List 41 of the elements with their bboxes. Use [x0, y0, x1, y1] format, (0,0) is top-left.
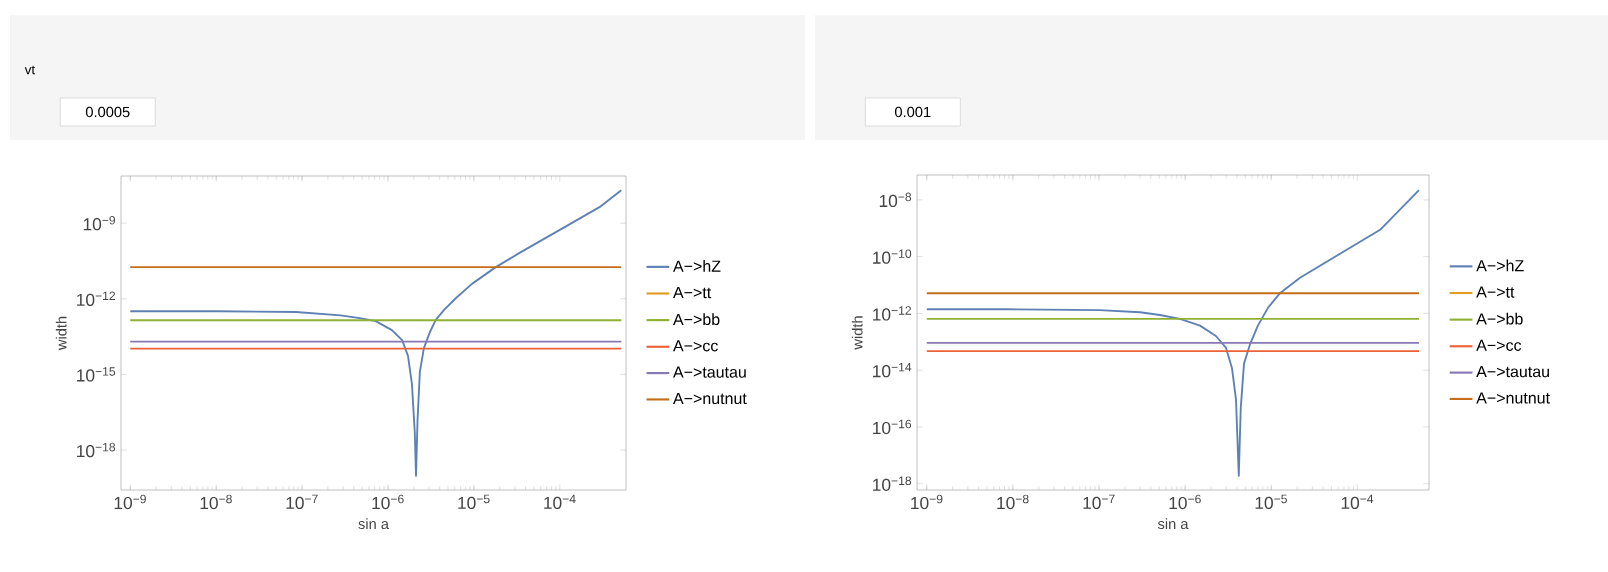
y-tick-label: 10$^{−10}$: [873, 249, 912, 264]
x-tick-label: 10$^{−8}$: [200, 494, 232, 510]
text: vt: [24, 65, 35, 75]
legend-label: A−>tautau: [673, 366, 746, 378]
x-tick-label: 10$^{−7}$: [1083, 494, 1115, 510]
y-tick-label: 10$^{−8}$: [879, 192, 912, 208]
x-tick-label: 10$^{−7}$: [286, 494, 318, 510]
y-tick-label: 10$^{−14}$: [873, 363, 912, 378]
x-axis-title: sin a: [358, 518, 389, 530]
y-axis-title: width: [55, 316, 67, 351]
legend-label: A−>tt: [1476, 286, 1515, 298]
x-tick-label: 10$^{−6}$: [372, 494, 404, 510]
legend-label: A−>bb: [1476, 312, 1523, 325]
y-tick-label: 10$^{−12}$: [77, 291, 115, 306]
x-tick-label: 10$^{−9}$: [911, 494, 943, 510]
x-tick-label: 10$^{−4}$: [1341, 494, 1374, 510]
y-axis-title: width: [851, 316, 863, 350]
legend-label: A−>hZ: [673, 260, 721, 272]
legend-label: A−>nutnut: [673, 392, 747, 405]
legend-label: A−>cc: [673, 340, 718, 352]
legend-label: A−>cc: [1476, 339, 1522, 351]
legend-label: A−>nutnut: [1476, 392, 1550, 404]
text: 0.001: [894, 106, 931, 118]
y-tick-label: 10$^{−12}$: [873, 306, 911, 321]
y-tick-label: 10$^{−16}$: [873, 419, 912, 435]
y-tick-label: 10$^{−15}$: [77, 367, 116, 382]
x-tick-label: 10$^{−5}$: [458, 494, 490, 510]
legend-label: A−>bb: [673, 313, 720, 326]
x-axis-title: sin a: [1157, 518, 1189, 530]
x-tick-label: 10$^{−5}$: [1255, 494, 1287, 510]
legend-label: A−>tt: [673, 287, 712, 299]
y-tick-label: 10$^{−18}$: [873, 476, 912, 491]
x-tick-label: 10$^{−4}$: [544, 494, 576, 510]
x-tick-label: 10$^{−6}$: [1169, 494, 1201, 510]
text: 0.0005: [85, 106, 130, 118]
legend-label: A−>tautau: [1476, 366, 1549, 378]
y-tick-label: 10$^{−9}$: [83, 215, 116, 231]
y-tick-label: 10$^{−18}$: [77, 442, 116, 458]
x-tick-label: 10$^{−8}$: [997, 494, 1029, 510]
legend-label: A−>hZ: [1476, 259, 1524, 272]
x-tick-label: 10$^{−9}$: [114, 494, 146, 510]
